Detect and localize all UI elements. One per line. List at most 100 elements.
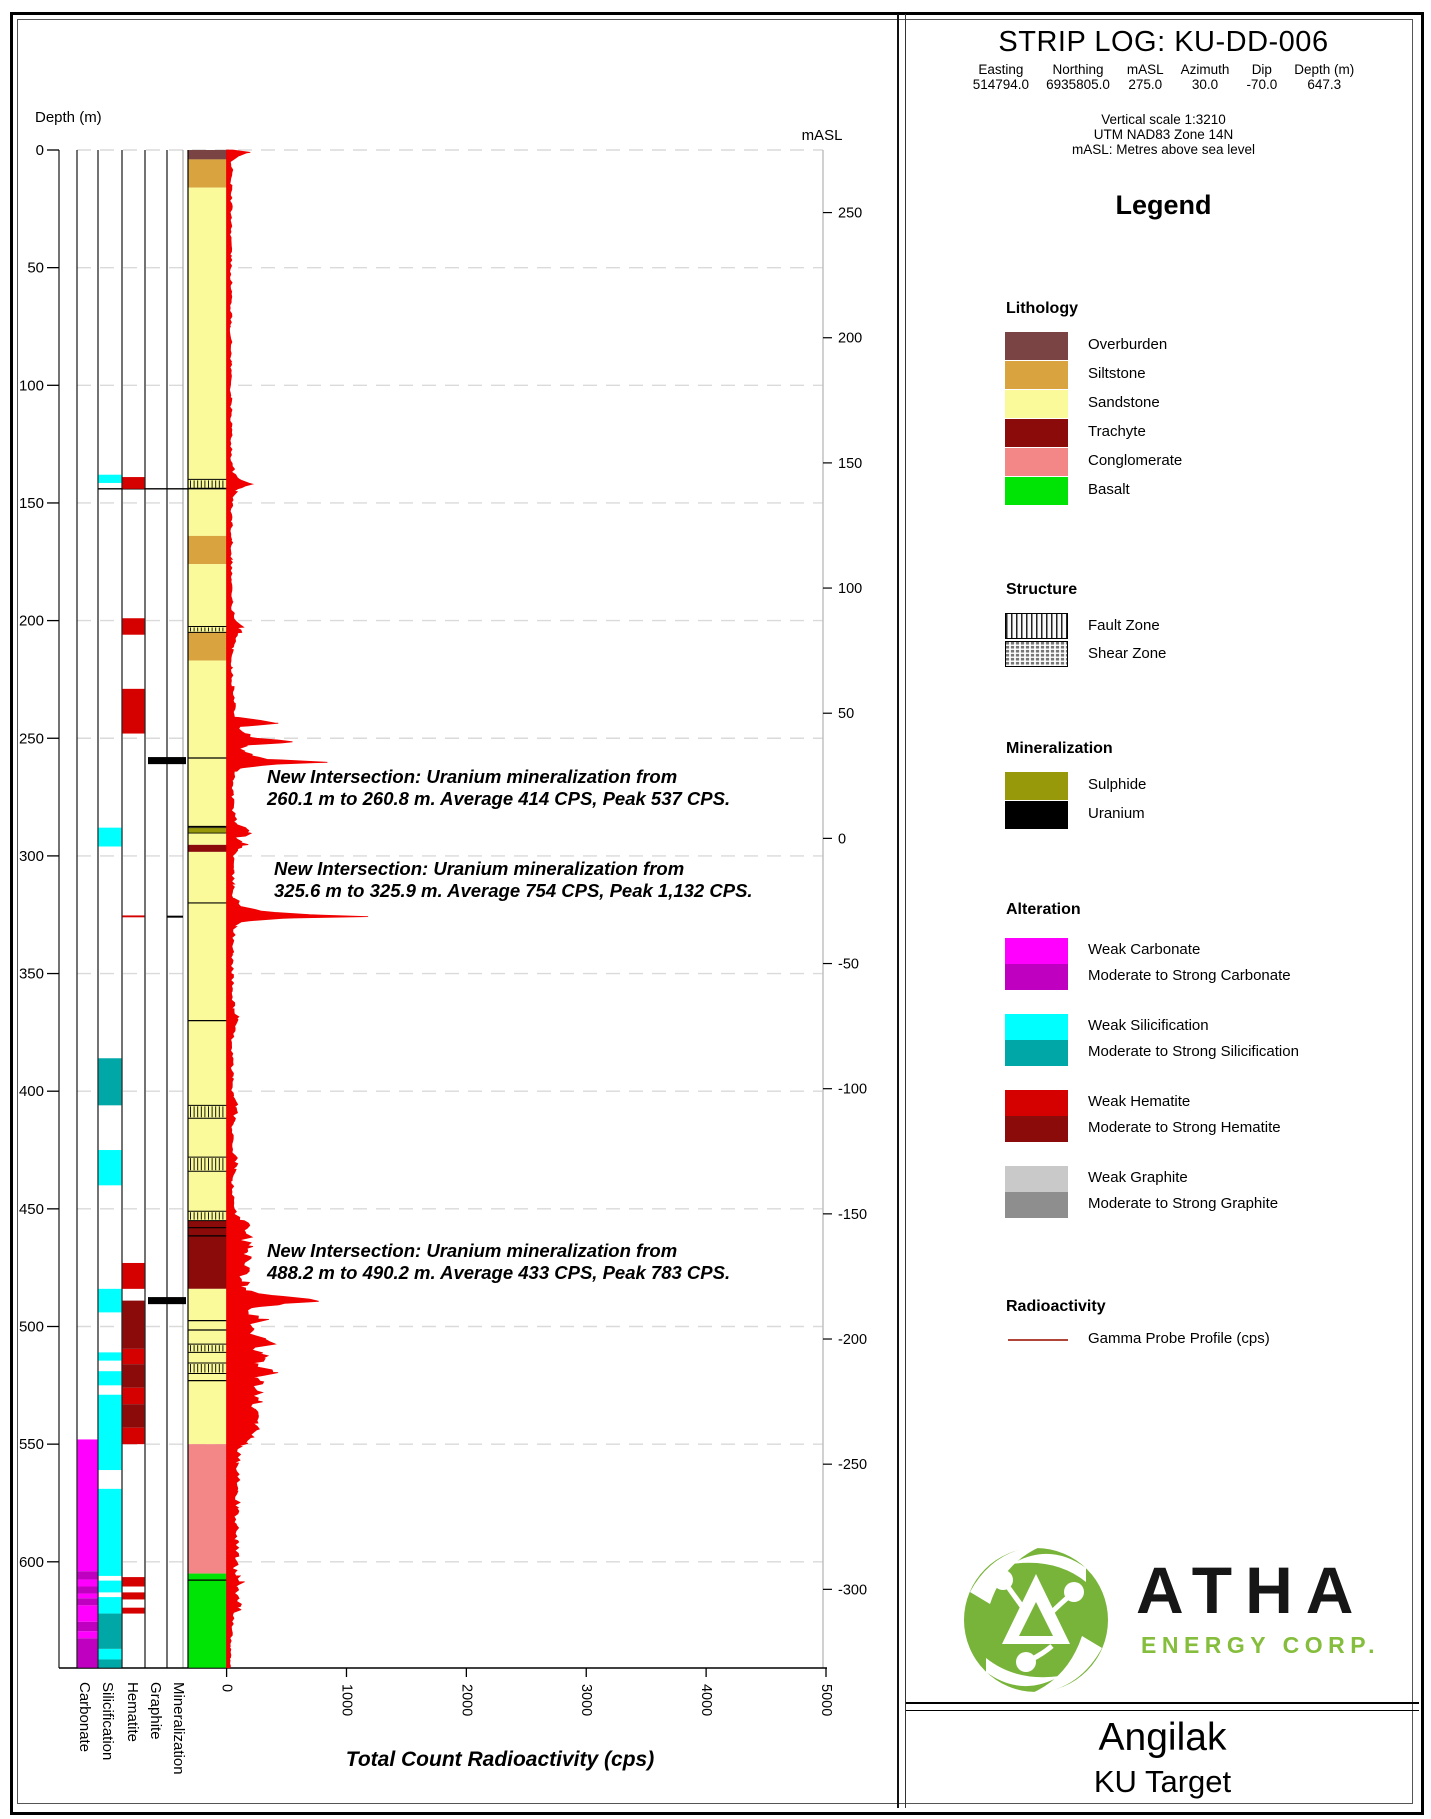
legend-item	[1005, 332, 1068, 360]
swatch-half	[1005, 1090, 1068, 1116]
legend-label: Sulphide	[1088, 776, 1147, 793]
hole-info-table: Easting 514794.0 Northing 6935805.0 mASL 275.…	[906, 62, 1421, 92]
uranium-interval	[148, 757, 186, 765]
color-swatch	[1005, 390, 1068, 418]
legend-label: Moderate to Strong Silicification	[1088, 1043, 1299, 1060]
legend-item	[1005, 613, 1068, 639]
legend-label: Moderate to Strong Hematite	[1088, 1119, 1281, 1136]
carbonate-strong-interval	[77, 1571, 98, 1580]
carbonate-strong-interval	[77, 1598, 98, 1606]
color-swatch	[1005, 772, 1068, 800]
gamma-axis-title: Total Count Radioactivity (cps)	[346, 1748, 654, 1771]
hole-info-northing: Northing 6935805.0	[1046, 62, 1110, 92]
alteration-pair-swatch	[1005, 1014, 1068, 1066]
hematite-weak-interval	[122, 1607, 145, 1614]
scale-note-1: Vertical scale 1:3210	[1101, 112, 1226, 127]
lithology-conglomerate	[188, 1444, 227, 1574]
legend-item	[1005, 390, 1068, 418]
lithology-sandstone	[188, 564, 227, 633]
legend-label: Weak Carbonate	[1088, 941, 1201, 958]
carbonate-weak-interval	[77, 1439, 98, 1572]
masl-tick-label: 150	[838, 456, 862, 472]
swatch-half	[1005, 938, 1068, 964]
title-legend-panel: STRIP LOG: KU-DD-006 Easting 514794.0 Nort…	[906, 0, 1421, 1819]
hematite-weak-interval	[122, 1387, 145, 1405]
depth-tick-label: 150	[19, 495, 44, 512]
hematite-strong-interval	[122, 1300, 145, 1349]
hematite-weak-interval	[122, 618, 145, 635]
depth-tick-label: 300	[19, 848, 44, 865]
silicification-weak-interval	[98, 1488, 122, 1576]
silicification-weak-interval	[98, 1371, 122, 1386]
stipple-pattern-swatch	[1005, 641, 1068, 667]
scale-note-2: UTM NAD83 Zone 14N	[1093, 127, 1234, 142]
logo-emblem-shape	[1025, 1644, 1054, 1665]
color-swatch	[1005, 448, 1068, 476]
masl-tick-label: 200	[838, 331, 862, 347]
legend-label: Conglomerate	[1088, 452, 1183, 469]
silicification-weak-interval	[98, 1288, 122, 1313]
page-border-inner	[17, 19, 1413, 1804]
color-swatch	[1005, 477, 1068, 505]
silicification-weak-interval	[98, 1352, 122, 1361]
color-swatch	[1005, 801, 1068, 829]
legend-label: Sandstone	[1088, 394, 1160, 411]
atha-logo-emblem	[964, 1546, 1108, 1694]
lithology-sulphide	[188, 827, 227, 834]
silicification-weak-interval	[98, 1394, 122, 1471]
legend-label: Gamma Probe Profile (cps)	[1088, 1330, 1270, 1347]
legend-item	[1005, 772, 1068, 800]
legend-label: Weak Graphite	[1088, 1169, 1188, 1186]
lithology-sandstone	[188, 660, 227, 828]
alteration-pair-swatch	[1005, 1166, 1068, 1218]
legend-label: Weak Silicification	[1088, 1017, 1209, 1034]
legend-item	[1005, 801, 1068, 829]
lithology-sandstone	[188, 187, 227, 536]
logo-emblem-shape	[1019, 1602, 1053, 1636]
lithology-siltstone	[188, 159, 227, 188]
depth-tick-label: 450	[19, 1201, 44, 1218]
masl-tick-label: -100	[838, 1082, 867, 1098]
hematite-weak-interval	[122, 1427, 145, 1445]
legend-label: Trachyte	[1088, 423, 1146, 440]
footer-rule-thin	[906, 1710, 1419, 1711]
legend-label: Siltstone	[1088, 365, 1146, 382]
depth-tick-label: 50	[27, 260, 44, 277]
logo-emblem-shape	[1000, 1578, 1029, 1614]
carbonate-weak-interval	[77, 1605, 98, 1622]
intersection-annotation-3: New Intersection: Uranium mineralization…	[267, 1240, 731, 1283]
lithology-sandstone	[188, 833, 227, 845]
legend-header-lithology: Lithology	[1006, 300, 1078, 317]
silicification-weak-interval	[98, 1150, 122, 1186]
hematite-weak-interval	[122, 477, 145, 489]
logo-emblem-shape	[1012, 1553, 1086, 1582]
uranium-interval	[148, 1297, 186, 1305]
page-border	[10, 12, 1424, 1815]
masl-tick-label: -150	[838, 1207, 867, 1223]
legend-label: Overburden	[1088, 336, 1168, 353]
silicification-weak-interval	[98, 1597, 122, 1614]
legend-header-mineralization: Mineralization	[1006, 740, 1113, 757]
swatch-half	[1005, 1192, 1068, 1218]
hematite-weak-interval	[122, 1577, 145, 1587]
masl-tick-label: -200	[838, 1332, 867, 1348]
silicification-strong-interval	[98, 1058, 122, 1106]
intersection-annotation-1: New Intersection: Uranium mineralization…	[267, 766, 731, 809]
gamma-tick-label: 5000	[818, 1684, 834, 1716]
vlines-pattern-swatch	[1005, 613, 1068, 639]
legend-label: Moderate to Strong Carbonate	[1088, 967, 1291, 984]
masl-tick-label: -300	[838, 1582, 867, 1598]
scale-notes: Vertical scale 1:3210 UTM NAD83 Zone 14N…	[906, 112, 1421, 157]
logo-emblem-shape	[986, 1658, 1060, 1687]
silicification-weak-interval	[98, 1648, 122, 1660]
color-swatch	[1005, 361, 1068, 389]
swatch-half	[1005, 1014, 1068, 1040]
project-name: Angilak	[1098, 1716, 1227, 1759]
masl-tick-label: 100	[838, 581, 862, 597]
depth-tick-label: 550	[19, 1436, 44, 1453]
color-swatch	[1005, 419, 1068, 447]
legend-item	[1005, 477, 1068, 505]
target-name: KU Target	[1093, 1764, 1232, 1799]
legend-header-alteration: Alteration	[1006, 901, 1081, 918]
